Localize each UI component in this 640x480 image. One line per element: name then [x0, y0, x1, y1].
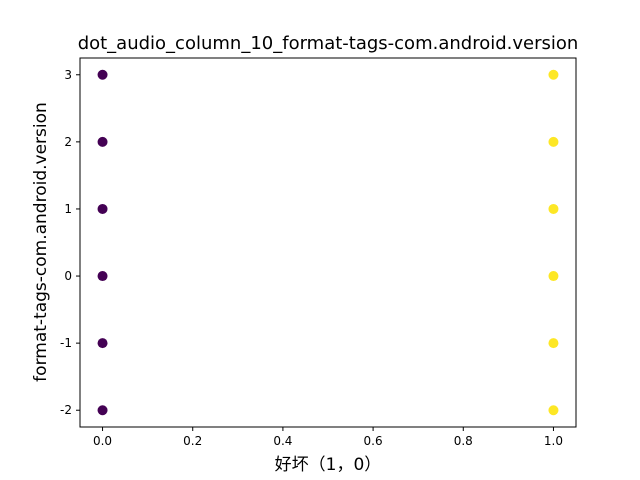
- y-tick-label: 1: [64, 202, 72, 216]
- x-axis-ticks: 0.0 0.2 0.4 0.6 0.8 1.0: [93, 427, 563, 448]
- chart-title: dot_audio_column_10_format-tags-com.andr…: [78, 33, 579, 54]
- y-axis-label: format-tags-com.android.version: [31, 102, 51, 382]
- x-tick-label: 0.4: [273, 434, 292, 448]
- axes-frame: [79, 57, 577, 428]
- x-axis-label: 好坏（1，0）: [275, 455, 382, 475]
- data-point: [548, 405, 559, 416]
- y-axis-ticks: -2 -1 0 1 2 3: [60, 68, 80, 417]
- data-point: [548, 69, 559, 80]
- data-point: [548, 271, 559, 282]
- data-point: [548, 203, 559, 214]
- data-point: [97, 69, 108, 80]
- y-tick-label: 2: [64, 135, 72, 149]
- data-point: [97, 203, 108, 214]
- data-point: [97, 405, 108, 416]
- y-tick-label: 3: [64, 68, 72, 82]
- data-points: [97, 69, 559, 416]
- x-tick-label: 1.0: [544, 434, 563, 448]
- plot-area: 0.0 0.2 0.4 0.6 0.8 1.0 -2 -1 0 1 2 3: [60, 57, 577, 448]
- data-point: [548, 136, 559, 147]
- y-tick-label: 0: [64, 269, 72, 283]
- data-point: [97, 271, 108, 282]
- x-tick-label: 0.0: [93, 434, 112, 448]
- data-point: [97, 338, 108, 349]
- data-point: [548, 338, 559, 349]
- x-tick-label: 0.2: [183, 434, 202, 448]
- y-tick-label: -2: [60, 403, 72, 417]
- x-tick-label: 0.6: [364, 434, 383, 448]
- data-point: [97, 136, 108, 147]
- x-tick-label: 0.8: [454, 434, 473, 448]
- y-tick-label: -1: [60, 336, 72, 350]
